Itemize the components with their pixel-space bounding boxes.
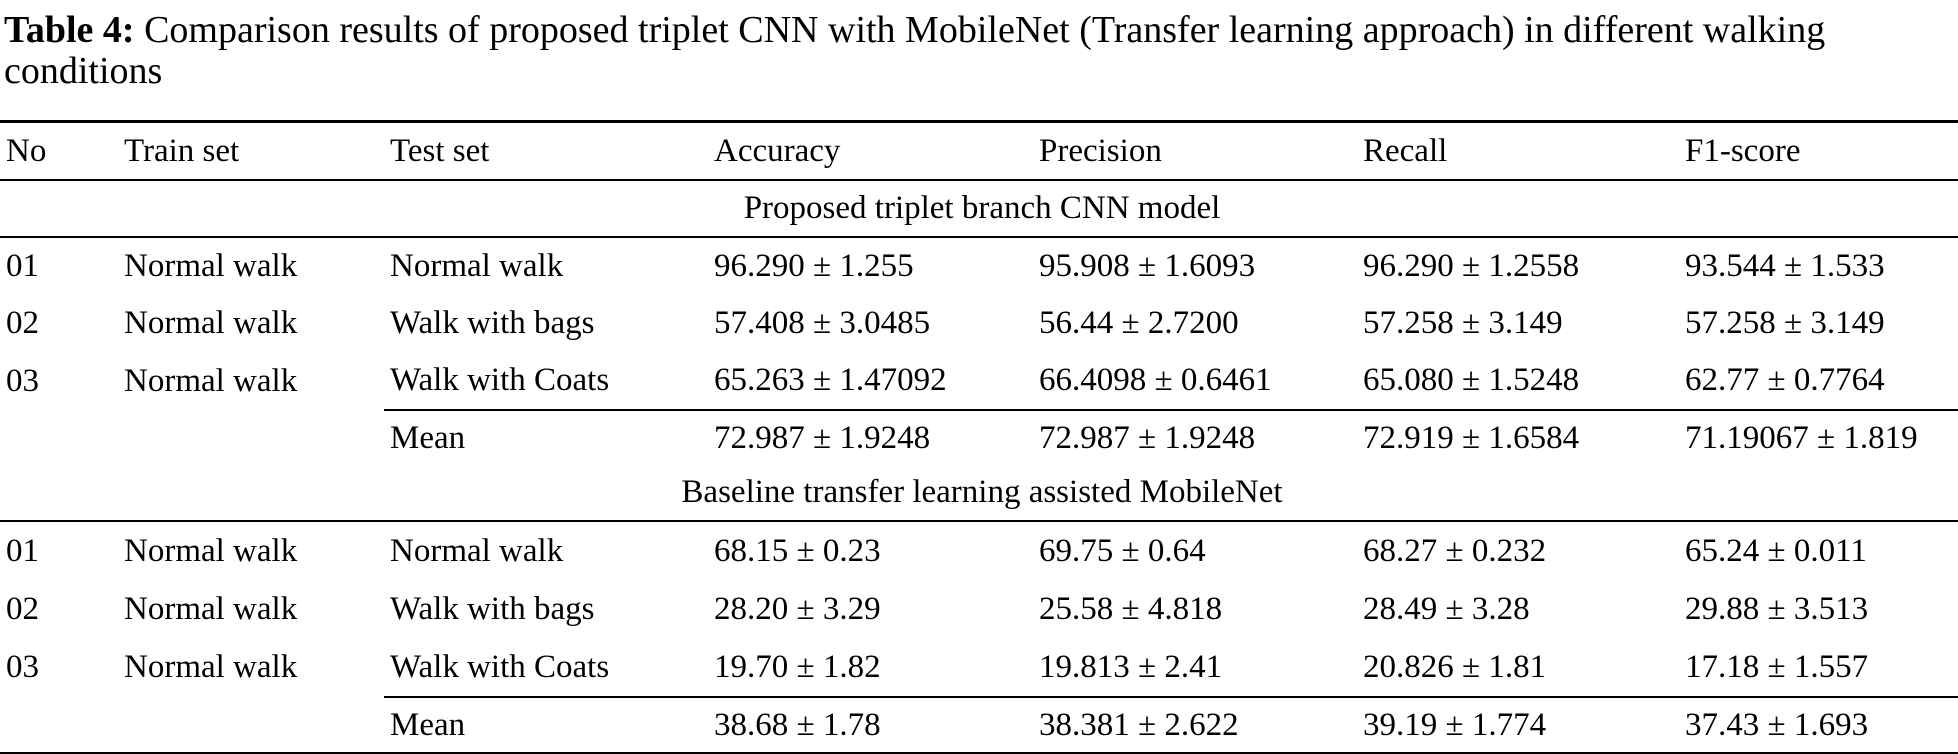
table-cell: 68.15 ± 0.23 <box>714 532 881 569</box>
table-header-row: No Train set Test set Accuracy Precision… <box>0 120 1958 181</box>
caption-text: Comparison results of proposed triplet C… <box>4 9 1826 92</box>
table-cell: 01 <box>6 248 39 284</box>
results-table: No Train set Test set Accuracy Precision… <box>0 120 1958 754</box>
table-cell: 02 <box>6 305 39 341</box>
mean-label: Mean <box>384 409 708 465</box>
table-cell: Walk with bags <box>390 590 595 627</box>
table-cell: 57.258 ± 3.149 <box>1685 305 1885 341</box>
table-cell: Normal walk <box>390 248 564 284</box>
table-cell: Walk with bags <box>390 305 595 341</box>
mean-row: Mean 72.987 ± 1.9248 72.987 ± 1.9248 72.919… <box>0 409 1958 465</box>
mean-cell: 37.43 ± 1.693 <box>1679 696 1958 754</box>
table-cell: 57.258 ± 3.149 <box>1363 305 1563 341</box>
table-cell: 68.27 ± 0.232 <box>1363 532 1547 569</box>
table-cell: 93.544 ± 1.533 <box>1685 248 1885 284</box>
table-cell: 69.75 ± 0.64 <box>1039 532 1206 569</box>
mean-cell: 38.381 ± 2.622 <box>1033 696 1357 754</box>
table-caption: Table 4: Comparison results of proposed … <box>4 10 1954 92</box>
table-cell: 17.18 ± 1.557 <box>1685 648 1869 685</box>
table-cell: 03 <box>6 649 39 685</box>
caption-label: Table 4: <box>4 9 135 51</box>
table-row: 03 Normal walk Walk with Coats 65.263 ± 1.4… <box>0 352 1958 410</box>
section-title-row: Baseline transfer learning assisted Mobi… <box>0 465 1958 522</box>
table-cell: 65.080 ± 1.5248 <box>1363 362 1580 398</box>
table-cell: 95.908 ± 1.6093 <box>1039 248 1256 284</box>
table-cell: 19.70 ± 1.82 <box>714 648 881 685</box>
table-cell: 20.826 ± 1.81 <box>1363 648 1547 685</box>
mean-cell: 71.19067 ± 1.819 <box>1679 409 1958 465</box>
header-cell: F1-score <box>1679 120 1958 181</box>
table-cell: 56.44 ± 2.7200 <box>1039 305 1239 341</box>
table-cell: Normal walk <box>124 305 298 341</box>
mean-row: Mean 38.68 ± 1.78 38.381 ± 2.622 39.19 ± 1.… <box>0 696 1958 754</box>
table-row: 01 Normal walk Normal walk 68.15 ± 0.23 69.7… <box>0 521 1958 580</box>
header-cell: Test set <box>384 120 708 181</box>
mean-cell: 72.919 ± 1.6584 <box>1357 409 1679 465</box>
table-cell: Normal walk <box>390 532 564 569</box>
table-cell: 57.408 ± 3.0485 <box>714 305 931 341</box>
table-cell: 65.263 ± 1.47092 <box>714 362 947 398</box>
table-cell: 66.4098 ± 0.6461 <box>1039 362 1272 398</box>
table-cell: 96.290 ± 1.255 <box>714 248 914 284</box>
section-title: Proposed triplet branch CNN model <box>0 180 1958 238</box>
header-cell: No <box>0 120 118 181</box>
section-title: Baseline transfer learning assisted Mobi… <box>0 465 1958 522</box>
table-cell: 02 <box>6 590 39 627</box>
table-cell: 28.49 ± 3.28 <box>1363 590 1530 627</box>
table-cell: 65.24 ± 0.011 <box>1685 532 1867 569</box>
header-cell: Accuracy <box>708 120 1033 181</box>
table-row: 01 Normal walk Normal walk 96.290 ± 1.255 95… <box>0 237 1958 295</box>
table-row: 03 Normal walk Walk with Coats 19.70 ± 1.82… <box>0 638 1958 697</box>
empty-cell <box>0 697 384 754</box>
header-cell: Precision <box>1033 120 1357 181</box>
table-cell: 96.290 ± 1.2558 <box>1363 248 1580 284</box>
table-cell: 62.77 ± 0.7764 <box>1685 362 1885 398</box>
table-row: 02 Normal walk Walk with bags 28.20 ± 3.29 2… <box>0 580 1958 638</box>
table-cell: Normal walk <box>124 362 298 399</box>
mean-cell: 39.19 ± 1.774 <box>1357 696 1679 754</box>
empty-cell <box>0 410 384 465</box>
table-cell: Normal walk <box>124 649 298 685</box>
table-cell: Normal walk <box>124 590 298 627</box>
mean-label: Mean <box>384 696 708 754</box>
table-cell: 19.813 ± 2.41 <box>1039 648 1223 685</box>
table-row: 02 Normal walk Walk with bags 57.408 ± 3.04… <box>0 295 1958 352</box>
mean-cell: 72.987 ± 1.9248 <box>1033 409 1357 465</box>
table-cell: Normal walk <box>124 248 298 284</box>
header-cell: Train set <box>118 120 384 181</box>
table-cell: Normal walk <box>124 532 298 569</box>
section-title-row: Proposed triplet branch CNN model <box>0 180 1958 238</box>
mean-cell: 72.987 ± 1.9248 <box>708 409 1033 465</box>
mean-cell: 38.68 ± 1.78 <box>708 696 1033 754</box>
header-cell: Recall <box>1357 120 1679 181</box>
table-cell: 01 <box>6 532 39 569</box>
table-cell: Walk with Coats <box>390 648 610 685</box>
table-cell: 29.88 ± 3.513 <box>1685 590 1869 627</box>
table-cell: 28.20 ± 3.29 <box>714 590 881 627</box>
table-cell: 25.58 ± 4.818 <box>1039 590 1223 627</box>
table-cell: Walk with Coats <box>390 362 610 398</box>
table-cell: 03 <box>6 362 39 399</box>
